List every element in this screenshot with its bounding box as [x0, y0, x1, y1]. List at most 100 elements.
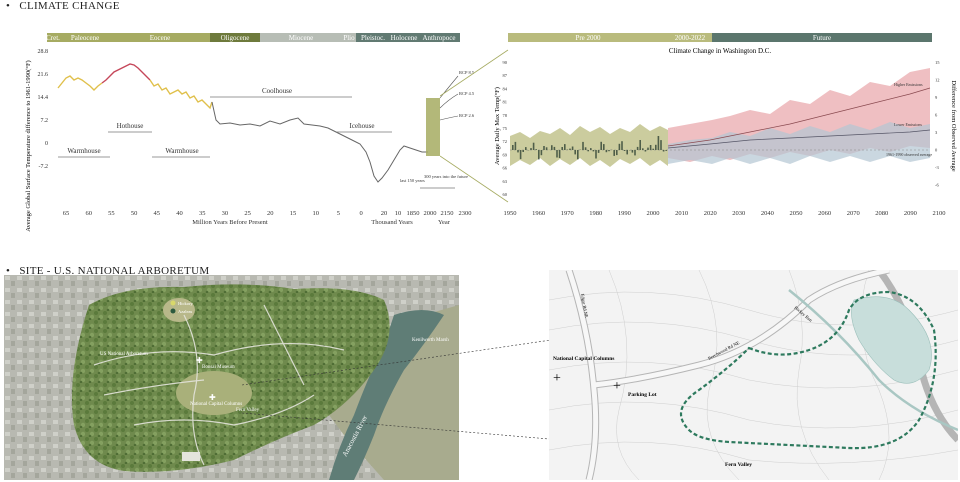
epoch-oligocene — [210, 33, 260, 42]
paleo-temperature-chart: Cret. Paleocene Eocene Oligocene Miocene… — [25, 33, 475, 232]
period-label: Future — [813, 34, 831, 42]
y-tick-right: 6 — [935, 113, 938, 118]
y-tick-right: -3 — [935, 165, 939, 170]
label-rcp85: RCP 8.5 — [459, 70, 475, 75]
map-scale-box — [182, 452, 200, 461]
observed-bar — [512, 145, 514, 150]
x-tick: 10 — [312, 210, 319, 217]
section-title-climate: • CLIMATE CHANGE — [6, 0, 120, 12]
bullet-icon: • — [6, 0, 11, 12]
y-tick: -7.2 — [39, 164, 49, 170]
x-tick: 2010 — [675, 210, 688, 217]
period-label: Pre 2000 — [575, 34, 601, 42]
lower-emissions-band — [668, 122, 930, 164]
observed-bar — [644, 150, 647, 152]
x-tick: 1990 — [618, 210, 631, 217]
epoch-miocene — [260, 33, 342, 42]
epoch-holocene — [390, 33, 418, 42]
observed-bar — [608, 150, 610, 152]
period-2000-2022 — [668, 33, 712, 42]
rcp45-line — [439, 93, 459, 109]
label-warmhouse2: Warmhouse — [165, 147, 198, 155]
x-tick: 2060 — [818, 210, 831, 217]
historical-range-band — [510, 124, 668, 167]
x-tick: 2070 — [847, 210, 860, 217]
label-bonsai: Bonsai Museum — [202, 365, 235, 370]
legend-label-1: Hickory — [178, 301, 193, 306]
observed-bar — [642, 148, 644, 150]
y-tick: 7.2 — [41, 118, 49, 124]
columns-plus-icon: + — [553, 371, 561, 386]
epoch-label: Pleistoc. — [361, 34, 385, 42]
period-future — [712, 33, 932, 42]
observed-bar — [590, 148, 592, 150]
x-label-thousand-years: Thousand Years — [371, 219, 413, 226]
observed-bar — [631, 150, 634, 153]
x-label-million-years: Million Years Before Present — [192, 219, 268, 226]
climate-title-text: CLIMATE CHANGE — [19, 0, 120, 12]
x-tick: 65 — [63, 210, 70, 217]
observed-bar — [605, 150, 608, 153]
x-tick: 40 — [176, 210, 183, 217]
label-rcp45: RCP 4.5 — [459, 91, 475, 96]
observed-bar — [519, 150, 522, 160]
label-parking: Parking Lot — [628, 392, 657, 398]
period-pre2000 — [508, 33, 668, 42]
x-tick: 2020 — [704, 210, 717, 217]
label-last150: last 150 years — [400, 178, 425, 183]
observed-bar — [582, 141, 584, 150]
chart-connector — [440, 49, 509, 203]
epoch-label: Anthropoce — [422, 34, 455, 42]
x-tick: 50 — [131, 210, 138, 217]
curve-hothouse — [101, 63, 151, 84]
y-tick: 28.8 — [38, 49, 49, 55]
legend-label-2: Azaleas — [178, 309, 192, 314]
arboretum-aerial-map: Hickory Azaleas US National Arboretum Bo… — [4, 275, 459, 480]
y-tick-left: 75 — [503, 126, 508, 131]
beechwood-road-inner — [593, 270, 890, 388]
y-tick-left: 84 — [503, 86, 508, 91]
road-path — [183, 314, 205, 466]
projection-box — [426, 98, 440, 156]
contour-line — [698, 270, 740, 480]
hickey-run-stream — [788, 289, 958, 432]
lower-emissions-line — [667, 129, 931, 149]
contour-line — [608, 270, 640, 480]
y-tick-left: 90 — [503, 60, 508, 65]
anacostia-river — [329, 310, 444, 480]
rcp85-line — [439, 75, 459, 99]
site-detail-map: National Capital Columns + + Parking Lot… — [549, 270, 958, 480]
observed-bar — [587, 150, 589, 152]
section-title-site: • SITE - U.S. NATIONAL ARBORETUM — [6, 265, 209, 277]
contour-line — [549, 401, 958, 429]
x-tick: 5 — [337, 210, 340, 217]
site-title-text: SITE - U.S. NATIONAL ARBORETUM — [19, 265, 210, 277]
label-fern-valley: Fern Valley — [236, 408, 260, 413]
observed-bar — [626, 150, 628, 155]
x-tick: 15 — [290, 210, 297, 217]
y-tick-right: 0 — [935, 148, 938, 153]
observed-bar — [649, 145, 652, 150]
dc-climate-chart: Pre 2000 2000-2022 Future Climate Change… — [494, 33, 957, 217]
epoch-eocene — [110, 33, 210, 42]
label-kenilworth: Kenilworth Marsh — [412, 338, 449, 343]
epoch-label: Miocene — [289, 34, 314, 42]
parking-plus-icon: + — [613, 379, 621, 394]
dc-y-label-left: Average Daily Max Temp(°F) — [494, 87, 501, 165]
observed-bar — [616, 150, 618, 156]
label-hothouse: Hothouse — [117, 122, 144, 130]
epoch-label: Holocene — [391, 34, 418, 42]
epoch-label: Eocene — [150, 34, 171, 42]
curve-warmhouse2 — [149, 79, 213, 110]
x-tick: 1960 — [532, 210, 545, 217]
observed-bar — [603, 144, 605, 150]
observed-bar — [545, 147, 548, 150]
x-tick: 20 — [267, 210, 274, 217]
observed-bar — [636, 146, 639, 150]
observed-bar — [634, 150, 636, 156]
label-warmhouse1: Warmhouse — [67, 147, 100, 155]
y-tick-left: 66 — [503, 166, 508, 171]
observed-bar — [574, 150, 576, 155]
x-tick: 0 — [359, 210, 362, 217]
observed-bar — [530, 148, 532, 150]
